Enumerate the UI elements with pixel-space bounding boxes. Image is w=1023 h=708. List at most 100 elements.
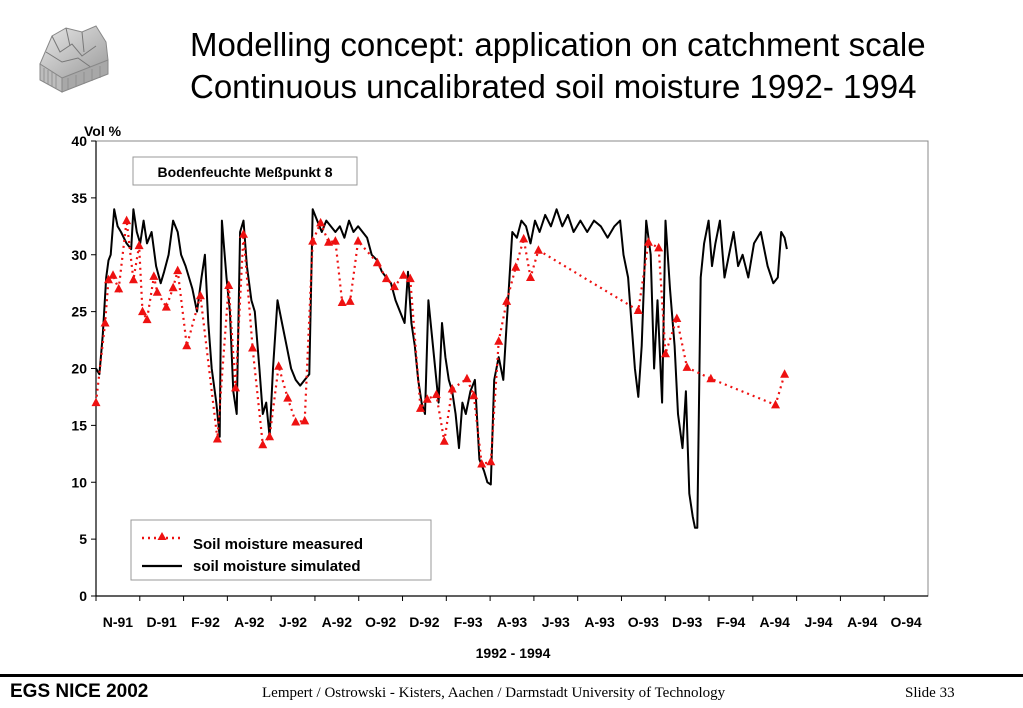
measured-point — [431, 389, 441, 399]
measured-point — [780, 369, 790, 378]
measured-point — [231, 382, 241, 392]
measured-point — [353, 236, 363, 245]
measured-point — [103, 274, 113, 284]
x-tick-label: D-91 — [147, 614, 178, 630]
x-tick-label: O-92 — [365, 614, 396, 630]
measured-point — [439, 436, 449, 445]
legend: Soil moisture measured soil moisture sim… — [130, 519, 432, 581]
measured-point — [381, 273, 391, 283]
x-tick-label: D-92 — [409, 614, 440, 630]
measured-point — [122, 215, 132, 225]
x-tick-label: A-94 — [760, 614, 791, 630]
measured-point — [224, 280, 234, 289]
measured-point — [672, 313, 682, 322]
footer-divider — [0, 674, 1023, 677]
chart-title-box — [132, 156, 358, 186]
x-tick-label: J-92 — [279, 614, 307, 630]
measured-point — [291, 416, 301, 426]
measured-point — [654, 242, 664, 252]
measured-point — [152, 287, 162, 296]
measured-point — [337, 297, 347, 307]
measured-point — [182, 340, 192, 350]
x-tick-label: A-92 — [322, 614, 353, 630]
measured-point — [345, 296, 355, 305]
measured-point — [486, 456, 496, 466]
measured-point — [405, 273, 415, 283]
x-tick-label: A-92 — [234, 614, 265, 630]
measured-point — [324, 237, 334, 246]
measured-point — [447, 383, 457, 393]
x-tick-label: J-93 — [542, 614, 570, 630]
legend-measured-marker — [157, 532, 167, 540]
measured-point — [161, 302, 171, 311]
x-tick-label: F-92 — [191, 614, 220, 630]
measured-point — [525, 272, 535, 281]
measured-point — [643, 237, 653, 246]
measured-point — [511, 262, 521, 271]
x-tick-label: N-91 — [103, 614, 134, 630]
measured-point — [212, 434, 222, 443]
measured-point — [108, 270, 118, 279]
x-tick-label: O-93 — [628, 614, 659, 630]
y-tick-label: 35 — [71, 190, 87, 206]
footer-credit: Lempert / Ostrowski - Kisters, Aachen / … — [262, 685, 726, 701]
measured-point — [682, 362, 692, 371]
measured-point — [248, 343, 258, 352]
measured-point — [265, 431, 275, 441]
y-tick-label: 40 — [71, 133, 87, 149]
measured-point — [771, 399, 781, 409]
legend-measured-label: Soil moisture measured — [193, 536, 363, 553]
measured-point — [274, 361, 284, 370]
measured-point — [128, 274, 138, 284]
measured-point — [134, 240, 144, 250]
x-tick-label: D-93 — [672, 614, 703, 630]
y-axis-label: Vol % — [84, 123, 122, 139]
measured-point — [372, 257, 382, 267]
x-tick-label: F-94 — [717, 614, 746, 630]
x-tick-label: F-93 — [454, 614, 483, 630]
measured-point — [519, 233, 529, 243]
catchment-terrain-icon — [39, 25, 109, 93]
measured-point — [330, 236, 340, 245]
series-soil-moisture-simulated — [95, 208, 788, 529]
x-axis-label: 1992 - 1994 — [476, 645, 551, 661]
measured-point — [91, 397, 101, 407]
simulated-line — [95, 208, 788, 529]
y-tick-label: 10 — [71, 474, 87, 490]
measured-point — [114, 283, 124, 293]
measured-point — [633, 305, 643, 314]
x-tick-label: J-94 — [805, 614, 833, 630]
measured-point — [138, 306, 148, 316]
legend-simulated-label: soil moisture simulated — [193, 558, 361, 575]
measured-point — [173, 265, 183, 275]
conference-label: EGS NICE 2002 — [10, 681, 149, 702]
measured-point — [660, 348, 670, 358]
soil-moisture-chart: 0 5 10 15 20 25 30 35 40 N-91 D-91 F-92 A-92 J-92 A-9… — [71, 123, 929, 661]
measured-point — [462, 373, 472, 383]
slide-title-line-2: Continuous uncalibrated soil moisture 19… — [190, 68, 917, 105]
measured-point — [142, 314, 152, 324]
y-tick-label: 15 — [71, 417, 87, 433]
measured-point — [308, 236, 318, 245]
measured-point — [238, 229, 248, 238]
measured-point — [316, 217, 326, 227]
measured-point — [415, 403, 425, 412]
measured-point — [706, 373, 716, 383]
measured-point — [502, 296, 512, 305]
legend-box — [130, 519, 432, 581]
x-tick-label: A-93 — [497, 614, 528, 630]
measured-point — [168, 282, 178, 292]
y-tick-label: 5 — [79, 531, 87, 547]
y-tick-label: 20 — [71, 361, 87, 377]
measured-point — [398, 270, 408, 279]
slide-number: Slide 33 — [905, 685, 955, 701]
measured-point — [195, 290, 205, 300]
measured-point — [283, 393, 293, 402]
x-tick-label: O-94 — [891, 614, 922, 630]
measured-point — [100, 318, 110, 327]
slide-title-line-1: Modelling concept: application on catchm… — [190, 26, 926, 63]
measured-point — [469, 390, 479, 400]
y-tick-label: 30 — [71, 247, 87, 263]
measured-point — [477, 459, 487, 468]
measured-point — [389, 281, 399, 291]
